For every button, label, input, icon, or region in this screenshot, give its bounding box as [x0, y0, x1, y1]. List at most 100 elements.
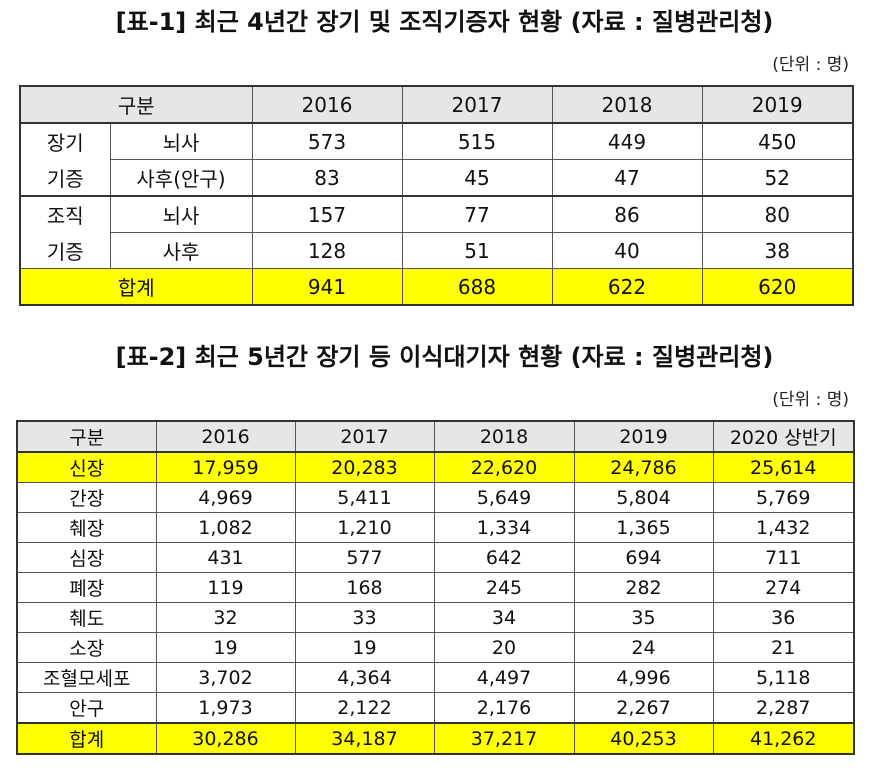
cell-value: 3,702: [155, 662, 296, 693]
total-value: 688: [401, 268, 553, 306]
table-row: 소장 19 19 20 24 21: [16, 632, 855, 663]
cell-value: 5,411: [294, 482, 435, 513]
cell-value: 32: [155, 602, 296, 633]
total-value: 622: [551, 268, 703, 306]
cell-value: 573: [251, 122, 403, 160]
row-label: 안구: [16, 692, 157, 724]
cell-value: 34: [433, 602, 575, 633]
total-value: 34,187: [294, 722, 435, 755]
row-label: 췌도: [16, 602, 157, 633]
row-sub-label: 뇌사: [109, 195, 253, 233]
cell-value: 642: [433, 542, 575, 573]
row-sub-label: 사후(안구): [109, 159, 253, 197]
cell-value: 77: [401, 195, 553, 233]
total-value: 620: [701, 268, 854, 306]
cell-value: 20,283: [294, 451, 435, 483]
cell-value: 24: [573, 632, 714, 663]
cell-value: 5,118: [712, 662, 855, 693]
cell-value: 24,786: [573, 451, 714, 483]
cell-value: 711: [712, 542, 855, 573]
cell-value: 274: [712, 572, 855, 603]
cell-value: 4,996: [573, 662, 714, 693]
total-value: 30,286: [155, 722, 296, 755]
cell-value: 4,364: [294, 662, 435, 693]
row-sub-label: 뇌사: [109, 122, 253, 160]
cell-value: 4,497: [433, 662, 575, 693]
cell-value: 2,287: [712, 692, 855, 724]
table2-header-year: 2016: [155, 420, 296, 453]
row-label: 소장: [16, 632, 157, 663]
row-label: 간장: [16, 482, 157, 513]
total-value: 40,253: [573, 722, 714, 755]
table-row: 췌장 1,082 1,210 1,334 1,365 1,432: [16, 512, 855, 543]
table2-header-category: 구분: [16, 420, 157, 453]
cell-value: 450: [701, 122, 854, 160]
table-row: 기증 사후(안구) 83 45 47 52: [19, 159, 854, 197]
cell-value: 1,082: [155, 512, 296, 543]
cell-value: 80: [701, 195, 854, 233]
cell-value: 38: [701, 232, 854, 269]
table1-header-year: 2017: [401, 85, 553, 124]
group-label-tissue-line1: 조직: [19, 195, 111, 233]
cell-value: 86: [551, 195, 703, 233]
cell-value: 33: [294, 602, 435, 633]
table-row: 신장 17,959 20,283 22,620 24,786 25,614: [16, 451, 855, 483]
cell-value: 83: [251, 159, 403, 197]
cell-value: 515: [401, 122, 553, 160]
group-label-tissue-line2: 기증: [19, 232, 111, 269]
cell-value: 128: [251, 232, 403, 269]
cell-value: 47: [551, 159, 703, 197]
total-value: 37,217: [433, 722, 575, 755]
table2-header-year: 2018: [433, 420, 575, 453]
cell-value: 694: [573, 542, 714, 573]
row-label: 폐장: [16, 572, 157, 603]
table2-header-year: 2019: [573, 420, 714, 453]
cell-value: 449: [551, 122, 703, 160]
cell-value: 25,614: [712, 451, 855, 483]
cell-value: 51: [401, 232, 553, 269]
cell-value: 431: [155, 542, 296, 573]
cell-value: 4,969: [155, 482, 296, 513]
table-row: 폐장 119 168 245 282 274: [16, 572, 855, 603]
table1-total-row: 합계 941 688 622 620: [19, 268, 854, 306]
cell-value: 1,432: [712, 512, 855, 543]
group-label-organ-line1: 장기: [19, 122, 111, 160]
table-row: 안구 1,973 2,122 2,176 2,267 2,287: [16, 692, 855, 724]
table-row: 간장 4,969 5,411 5,649 5,804 5,769: [16, 482, 855, 513]
total-label: 합계: [16, 722, 157, 755]
cell-value: 5,804: [573, 482, 714, 513]
cell-value: 1,365: [573, 512, 714, 543]
cell-value: 157: [251, 195, 403, 233]
cell-value: 245: [433, 572, 575, 603]
table-row: 조혈모세포 3,702 4,364 4,497 4,996 5,118: [16, 662, 855, 693]
table1-title: [표-1] 최근 4년간 장기 및 조직기증자 현황 (자료 : 질병관리청): [115, 8, 774, 36]
table1-header-row: 구분 2016 2017 2018 2019: [19, 85, 854, 124]
cell-value: 40: [551, 232, 703, 269]
cell-value: 19: [155, 632, 296, 663]
cell-value: 21: [712, 632, 855, 663]
table1-header-year: 2016: [251, 85, 403, 124]
row-sub-label: 사후: [109, 232, 253, 269]
cell-value: 1,973: [155, 692, 296, 724]
table2-total-row: 합계 30,286 34,187 37,217 40,253 41,262: [16, 722, 855, 755]
table-row: 췌도 32 33 34 35 36: [16, 602, 855, 633]
cell-value: 5,769: [712, 482, 855, 513]
row-label: 췌장: [16, 512, 157, 543]
cell-value: 119: [155, 572, 296, 603]
table-row: 장기 뇌사 573 515 449 450: [19, 122, 854, 160]
cell-value: 2,122: [294, 692, 435, 724]
table1-header-year: 2018: [551, 85, 703, 124]
table-row: 심장 431 577 642 694 711: [16, 542, 855, 573]
cell-value: 5,649: [433, 482, 575, 513]
table2-header-row: 구분 2016 2017 2018 2019 2020 상반기: [16, 420, 855, 453]
cell-value: 17,959: [155, 451, 296, 483]
cell-value: 1,334: [433, 512, 575, 543]
cell-value: 1,210: [294, 512, 435, 543]
cell-value: 2,267: [573, 692, 714, 724]
cell-value: 22,620: [433, 451, 575, 483]
total-value: 941: [251, 268, 403, 306]
cell-value: 20: [433, 632, 575, 663]
total-value: 41,262: [712, 722, 855, 755]
total-label: 합계: [19, 268, 253, 306]
organ-donor-table: 구분 2016 2017 2018 2019 장기 뇌사 573 515 449…: [19, 85, 854, 306]
